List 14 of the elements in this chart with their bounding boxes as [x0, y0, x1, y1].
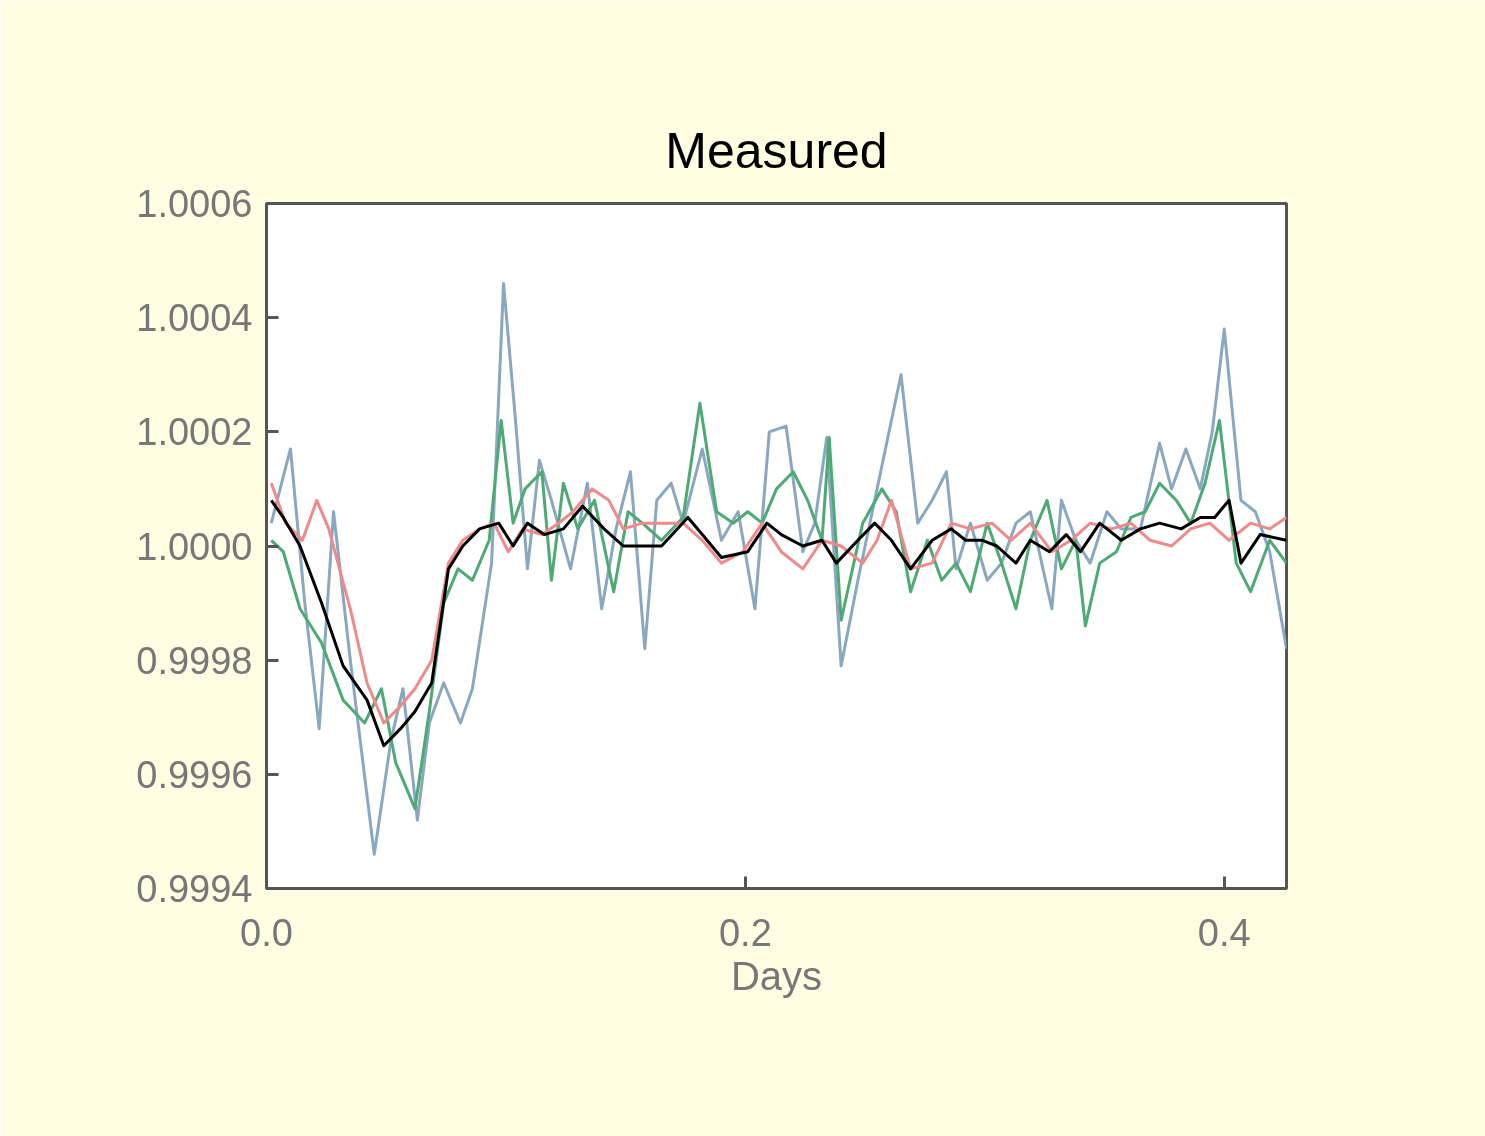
- y-tick-label: 1.0002: [136, 411, 253, 454]
- x-tick-label: 0.2: [718, 911, 772, 954]
- x-tick-label: 0.4: [1197, 911, 1251, 954]
- y-tick-label: 0.9998: [136, 639, 253, 682]
- line-series: [269, 281, 1287, 856]
- line-series: [269, 401, 1287, 811]
- y-tick-label: 1.0000: [136, 525, 253, 568]
- y-tick-label: 0.9994: [136, 868, 253, 910]
- y-tick-label: 0.9996: [136, 753, 253, 796]
- x-tick-label: 0.0: [240, 911, 293, 954]
- y-tick-label: 1.0004: [136, 297, 253, 340]
- chart-title: Measured: [665, 122, 888, 179]
- y-tick-label: 1.0006: [136, 183, 253, 225]
- x-axis-title: Days: [730, 953, 823, 998]
